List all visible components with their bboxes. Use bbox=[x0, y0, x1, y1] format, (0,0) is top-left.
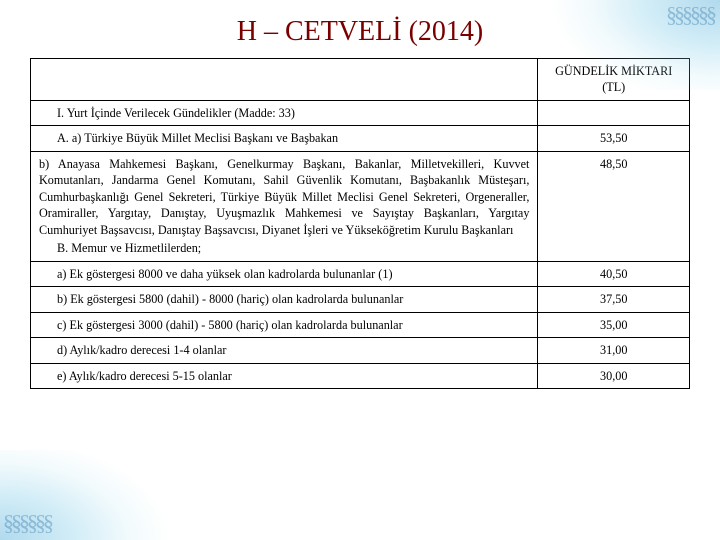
row-desc: b) Ek göstergesi 5800 (dahil) - 8000 (ha… bbox=[31, 287, 538, 312]
row-desc: A. a) Türkiye Büyük Millet Meclisi Başka… bbox=[31, 126, 538, 151]
header-empty bbox=[31, 59, 538, 101]
row-amount: 35,00 bbox=[538, 312, 690, 337]
row-amount: 40,50 bbox=[538, 261, 690, 286]
row-desc: c) Ek göstergesi 3000 (dahil) - 5800 (ha… bbox=[31, 312, 538, 337]
row-amount: 37,50 bbox=[538, 287, 690, 312]
row-desc: I. Yurt İçinde Verilecek Gündelikler (Ma… bbox=[31, 100, 538, 125]
page-content: H – CETVELİ (2014) GÜNDELİK MİKTARI (TL)… bbox=[0, 0, 720, 401]
table-row: b) Anayasa Mahkemesi Başkanı, Genelkurma… bbox=[31, 151, 690, 261]
row-amount: 53,50 bbox=[538, 126, 690, 151]
table-row: b) Ek göstergesi 5800 (dahil) - 8000 (ha… bbox=[31, 287, 690, 312]
row-desc: d) Aylık/kadro derecesi 1-4 olanlar bbox=[31, 338, 538, 363]
row-amount: 30,00 bbox=[538, 363, 690, 388]
table-row: e) Aylık/kadro derecesi 5-15 olanlar 30,… bbox=[31, 363, 690, 388]
row-desc: e) Aylık/kadro derecesi 5-15 olanlar bbox=[31, 363, 538, 388]
row-amount: 48,50 bbox=[538, 151, 690, 261]
row-desc: a) Ek göstergesi 8000 ve daha yüksek ola… bbox=[31, 261, 538, 286]
row-amount bbox=[538, 100, 690, 125]
table-row: a) Ek göstergesi 8000 ve daha yüksek ola… bbox=[31, 261, 690, 286]
table-row: c) Ek göstergesi 3000 (dahil) - 5800 (ha… bbox=[31, 312, 690, 337]
table-row: d) Aylık/kadro derecesi 1-4 olanlar 31,0… bbox=[31, 338, 690, 363]
swirl-ornament-bottom: §§§§§§ bbox=[6, 512, 54, 538]
table-row: A. a) Türkiye Büyük Millet Meclisi Başka… bbox=[31, 126, 690, 151]
row-amount: 31,00 bbox=[538, 338, 690, 363]
decorative-corner-bottom bbox=[0, 450, 180, 540]
header-amount: GÜNDELİK MİKTARI (TL) bbox=[538, 59, 690, 101]
table-row: GÜNDELİK MİKTARI (TL) bbox=[31, 59, 690, 101]
row-desc: b) Anayasa Mahkemesi Başkanı, Genelkurma… bbox=[31, 151, 538, 261]
allowance-table: GÜNDELİK MİKTARI (TL) I. Yurt İçinde Ver… bbox=[30, 58, 690, 389]
table-row: I. Yurt İçinde Verilecek Gündelikler (Ma… bbox=[31, 100, 690, 125]
page-title: H – CETVELİ (2014) bbox=[30, 16, 690, 48]
